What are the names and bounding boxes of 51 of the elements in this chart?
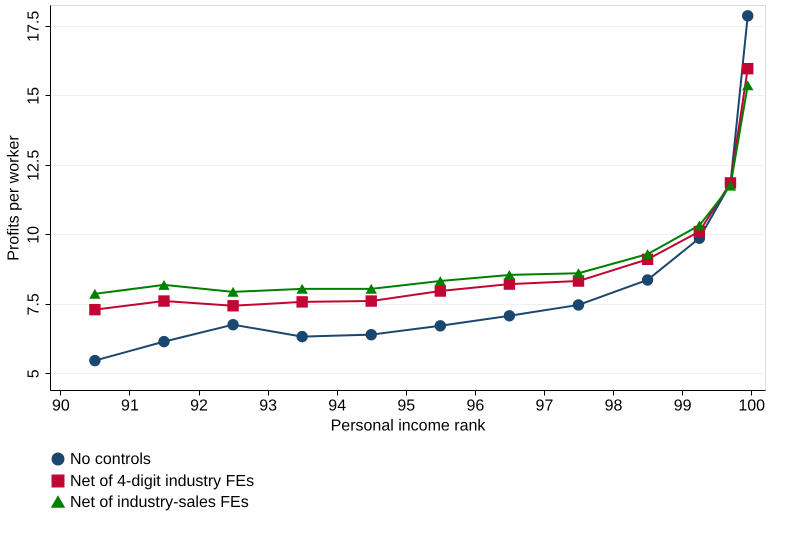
point bbox=[296, 284, 308, 294]
point bbox=[89, 288, 101, 299]
x-tick-label: 90 bbox=[52, 398, 70, 414]
legend-label: Net of 4-digit industry FEs bbox=[70, 473, 254, 490]
point bbox=[504, 310, 516, 322]
x-axis-title: Personal income rank bbox=[330, 418, 486, 434]
point bbox=[434, 320, 446, 332]
point bbox=[227, 286, 239, 297]
x-tick-label: 99 bbox=[674, 398, 692, 414]
x-tick-label: 94 bbox=[328, 398, 346, 414]
point bbox=[89, 354, 101, 366]
y-tick-label: 7.5 bbox=[26, 293, 42, 316]
point bbox=[434, 285, 446, 297]
y-axis-title: Profits per worker bbox=[6, 134, 22, 261]
point bbox=[434, 276, 446, 286]
point bbox=[724, 180, 736, 191]
x-tick-label: 96 bbox=[466, 398, 484, 414]
point bbox=[642, 274, 654, 286]
point bbox=[227, 318, 239, 330]
x-tick-label: 97 bbox=[536, 398, 554, 414]
point bbox=[366, 284, 377, 294]
legend-label: Net of industry-sales FEs bbox=[70, 494, 249, 511]
x-tick-label: 100 bbox=[738, 398, 766, 414]
point bbox=[572, 268, 584, 278]
point bbox=[296, 296, 308, 308]
point bbox=[89, 304, 101, 316]
y-tick-label: 5 bbox=[26, 369, 42, 378]
point bbox=[296, 330, 308, 342]
point bbox=[642, 249, 654, 260]
point bbox=[158, 336, 170, 348]
point bbox=[158, 295, 170, 307]
point bbox=[742, 80, 754, 90]
point bbox=[572, 299, 584, 311]
point bbox=[742, 62, 754, 74]
x-tick-label: 91 bbox=[121, 398, 139, 414]
x-tick-label: 95 bbox=[397, 398, 416, 414]
point bbox=[504, 270, 516, 280]
y-tick-label: 12.5 bbox=[26, 150, 42, 181]
y-tick-label: 10 bbox=[26, 226, 42, 244]
point bbox=[366, 328, 377, 340]
y-tick-label: 17.5 bbox=[26, 10, 42, 42]
point bbox=[227, 300, 239, 312]
point bbox=[158, 280, 170, 290]
x-tick-label: 98 bbox=[604, 398, 623, 414]
x-tick-label: 92 bbox=[190, 398, 208, 414]
y-tick-label: 15 bbox=[26, 86, 42, 105]
point bbox=[694, 220, 706, 230]
point bbox=[742, 10, 754, 22]
point bbox=[366, 295, 377, 307]
x-tick-label: 93 bbox=[259, 398, 278, 414]
legend-label: No controls bbox=[70, 451, 151, 468]
